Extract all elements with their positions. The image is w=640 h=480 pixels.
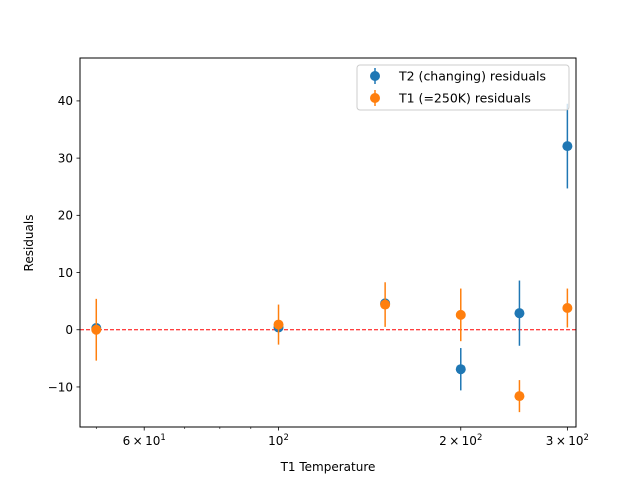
data-point-s0-p4 bbox=[514, 308, 525, 319]
x-tick-label-2: 2 × 102 bbox=[439, 433, 482, 448]
y-tick-label-3: 20 bbox=[58, 209, 73, 223]
axes-frame bbox=[79, 57, 577, 428]
legend-label-t1: T1 (=250K) residuals bbox=[398, 91, 531, 106]
data-point-s1-p4 bbox=[514, 391, 525, 402]
x-tick-label-0: 6 × 101 bbox=[123, 433, 166, 448]
data-point-s1-p5 bbox=[562, 303, 573, 314]
y-tick-label-4: 30 bbox=[58, 151, 73, 165]
axis-ticks: −10 0 10 20 30 40 6 × 101 102 2 × 102 3 × 102 bbox=[48, 94, 589, 448]
data-point-s1-p2 bbox=[380, 299, 391, 310]
legend-marker-t2 bbox=[370, 71, 380, 81]
data-point-s1-p0 bbox=[91, 324, 102, 335]
y-tick-label-1: 0 bbox=[65, 323, 73, 337]
x-tick-label-1: 102 bbox=[268, 433, 289, 448]
x-tick-label-3: 3 × 102 bbox=[546, 433, 589, 448]
legend-entry-t1: T1 (=250K) residuals bbox=[370, 90, 531, 106]
plot-area bbox=[80, 103, 576, 413]
x-axis-label: T1 Temperature bbox=[280, 460, 376, 474]
y-tick-label-2: 10 bbox=[58, 266, 73, 280]
data-point-s0-p5 bbox=[562, 141, 573, 152]
legend: T2 (changing) residuals T1 (=250K) resid… bbox=[356, 64, 570, 111]
legend-marker-t1 bbox=[370, 93, 380, 103]
legend-box bbox=[356, 64, 570, 111]
legend-label-t2: T2 (changing) residuals bbox=[398, 69, 546, 84]
legend-entry-t2: T2 (changing) residuals bbox=[370, 68, 546, 84]
data-point-s0-p3 bbox=[455, 364, 466, 375]
y-axis-label: Residuals bbox=[22, 215, 36, 272]
y-tick-label-0: −10 bbox=[48, 380, 73, 394]
y-tick-label-5: 40 bbox=[58, 94, 73, 108]
data-point-s1-p3 bbox=[455, 309, 466, 320]
data-point-s1-p1 bbox=[273, 319, 284, 330]
